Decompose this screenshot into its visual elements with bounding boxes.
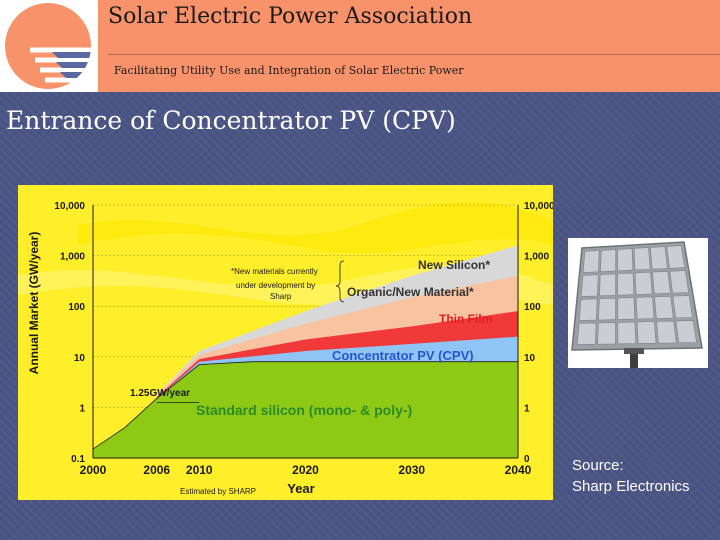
panel-cell (650, 246, 668, 270)
panel-cell (634, 271, 653, 295)
panel-cell (600, 249, 616, 272)
series-label-standard-silicon: Standard silicon (mono- & poly-) (196, 402, 412, 418)
panel-cell (656, 320, 677, 344)
panel-cell (599, 273, 616, 297)
y-tick-label: 10 (74, 353, 86, 364)
x-axis-label: Year (287, 481, 314, 496)
baseline-curve (92, 361, 518, 450)
footnote-line: under development by (236, 281, 315, 290)
panel-cell (672, 295, 693, 319)
chart-background-wave (78, 201, 553, 254)
solar-panel-icon (568, 238, 708, 368)
slide-title: Entrance of Concentrator PV (CPV) (6, 106, 456, 135)
y-tick-label: 10,000 (54, 201, 85, 212)
x-tick-label: 2006 (143, 463, 170, 477)
series-label-cpv: Concentrator PV (CPV) (332, 348, 474, 363)
panel-cell (582, 250, 600, 273)
panel-cell (635, 296, 655, 320)
solar-panel-image (568, 238, 708, 368)
series-label-organic: Organic/New Material* (347, 285, 474, 299)
y-tick-label: 0.1 (71, 454, 85, 465)
panel-cell (578, 298, 598, 321)
y-tick-label: 1 (79, 403, 85, 414)
footnote-bracket (335, 260, 345, 303)
panel-cell (617, 248, 634, 272)
x-tick-label: 2040 (505, 463, 532, 477)
panel-cell (597, 322, 616, 345)
chart-areas (92, 245, 518, 458)
y-tick-label: 100 (68, 302, 85, 313)
panel-cell (654, 295, 674, 319)
x-tick-label: 2000 (80, 463, 107, 477)
y-tick-label-right: 10,000 (524, 201, 553, 212)
y-tick-label-right: 100 (524, 302, 541, 313)
sun-logo-icon (5, 3, 91, 89)
series-label-new-silicon: New Silicon* (418, 258, 490, 272)
panel-cell (577, 322, 597, 345)
source-label: Source: (572, 457, 624, 474)
y-tick-label: 1,000 (60, 252, 85, 263)
y-tick-label-right: 0 (524, 454, 530, 465)
x-tick-label: 2010 (186, 463, 213, 477)
panel-cell (675, 320, 697, 344)
source-citation: Source: Sharp Electronics (572, 455, 690, 497)
header-divider (108, 54, 720, 55)
y-axis-label: Annual Market (GW/year) (27, 232, 41, 375)
panel-cell (617, 297, 636, 320)
panel-cell (580, 274, 599, 297)
header-bar: Solar Electric Power Association Facilit… (0, 0, 720, 92)
footnote-line: Sharp (270, 292, 292, 301)
panel-cell (666, 245, 686, 269)
organization-name: Solar Electric Power Association (108, 4, 473, 29)
baseline-annotation: 1.25GW/year (130, 388, 190, 399)
footnote-line: *New materials currently (231, 267, 318, 276)
chart-axes: 10,0001,0001001010.110,0001,000100101020… (54, 201, 555, 477)
panel-cell (617, 272, 635, 296)
chart-svg: 10,0001,0001001010.110,0001,000100101020… (18, 185, 555, 500)
y-tick-label-right: 1,000 (524, 252, 549, 263)
panel-cell (633, 247, 651, 271)
y-tick-label-right: 1 (524, 403, 530, 414)
organization-tagline: Facilitating Utility Use and Integration… (114, 64, 464, 77)
series-label-thin-film: Thin Film (439, 312, 492, 326)
x-tick-label: 2030 (398, 463, 425, 477)
sepa-logo (0, 0, 98, 92)
source-name: Sharp Electronics (572, 478, 690, 495)
market-forecast-chart: 10,000 1,000 100 10 1 0.1 10,000 1,000 100 10 1 0 20… (18, 185, 555, 500)
panel-cell (636, 321, 657, 344)
y-tick-label-right: 10 (524, 353, 536, 364)
panel-cell (652, 271, 671, 295)
estimate-note: Estimated by SHARP (180, 487, 256, 496)
x-tick-label: 2020 (292, 463, 319, 477)
panel-cell (617, 321, 637, 345)
panel-cell (669, 270, 690, 294)
area-standard-silicon (93, 361, 518, 458)
panel-cell (598, 297, 616, 321)
